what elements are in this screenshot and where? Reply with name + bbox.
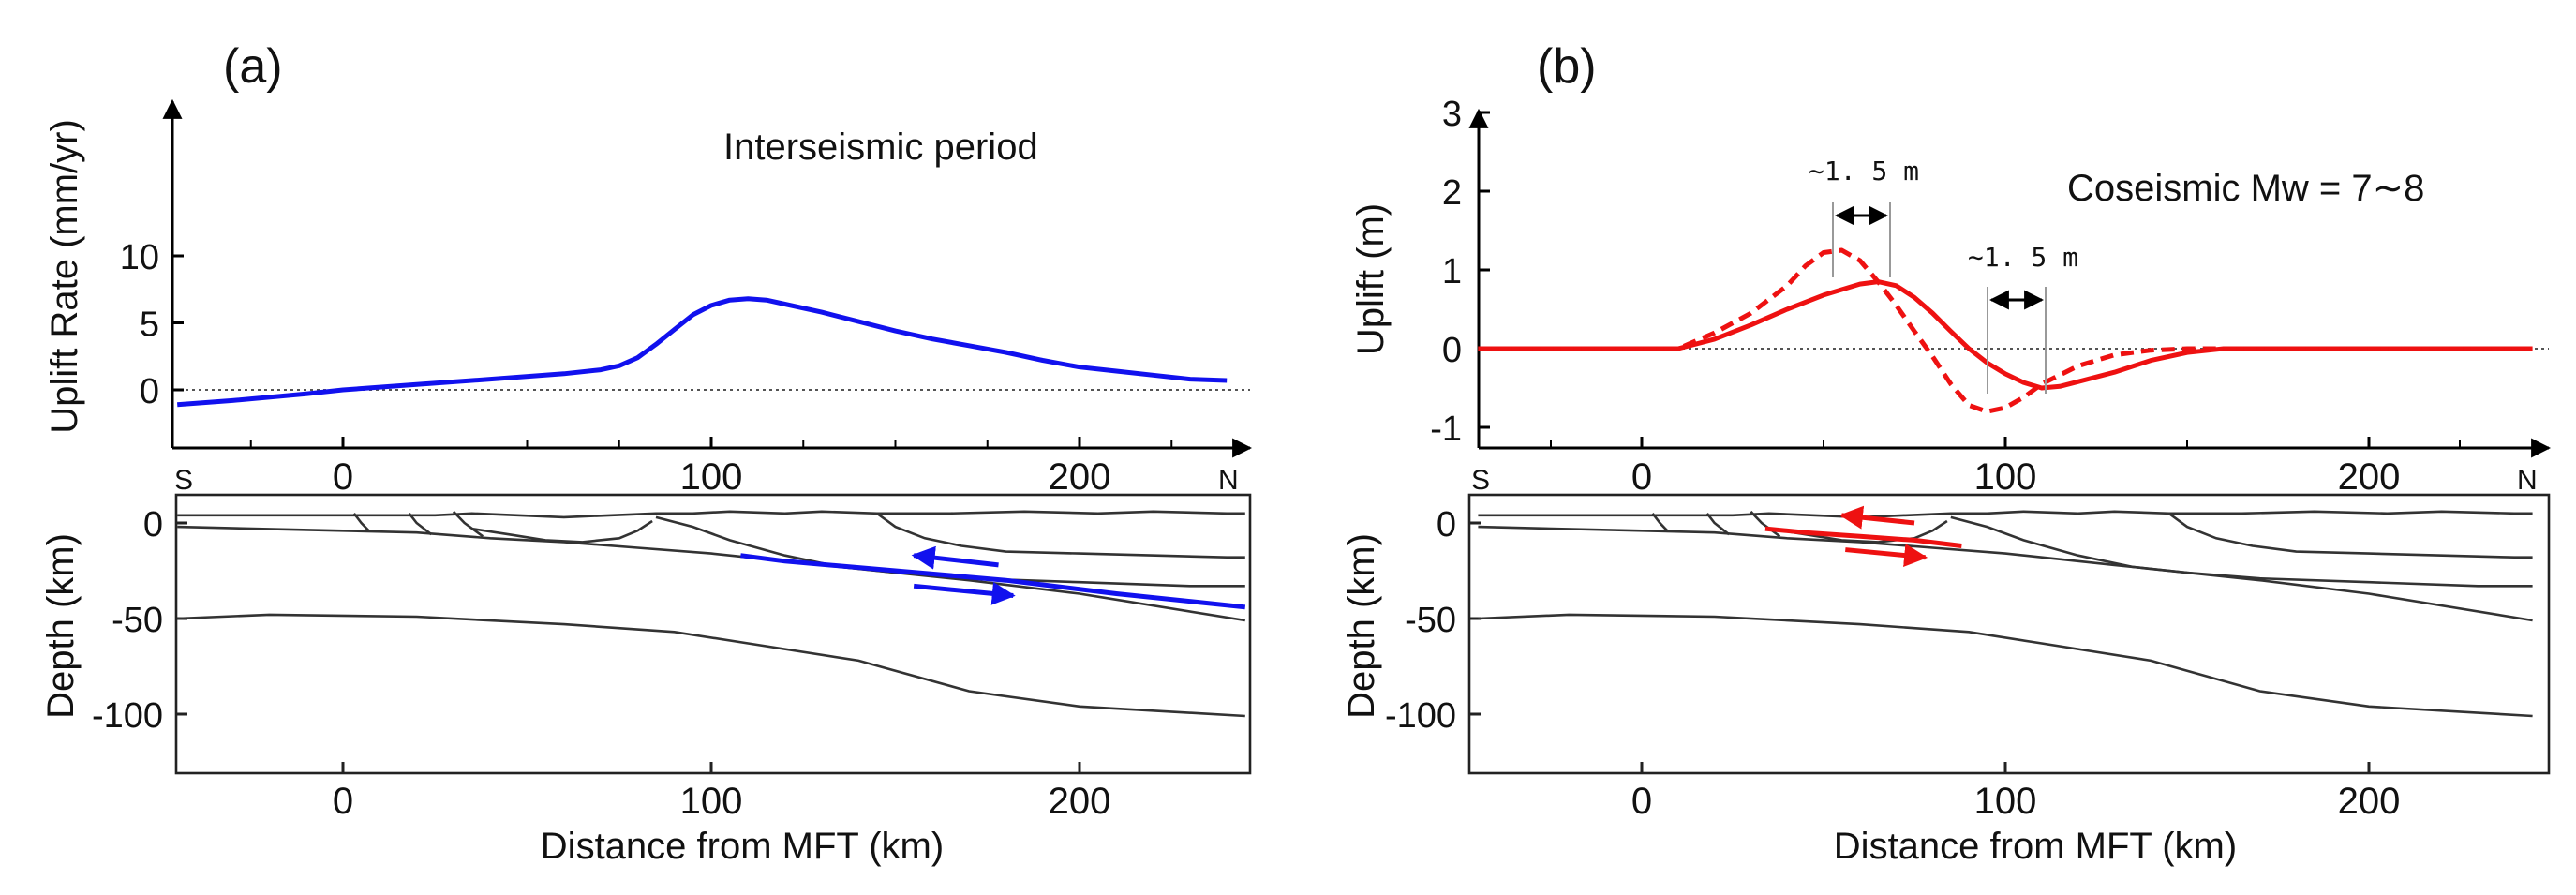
structure-line-a-2 bbox=[177, 613, 1245, 718]
depth-ticks-a: 0 -50 -100 bbox=[92, 505, 187, 736]
y-tick-label-b-3: 0 bbox=[1442, 331, 1462, 370]
x-tick-label-a-0: 0 bbox=[333, 456, 353, 498]
depth-tick-label-a-0: 0 bbox=[143, 505, 163, 544]
distance-ticks-b: 0 100 200 bbox=[1631, 762, 2401, 822]
distance-tick-label-b-1: 100 bbox=[1974, 781, 2037, 822]
structure-line-a-6 bbox=[408, 513, 433, 536]
y-axis-label-b: Uplift (m) bbox=[1350, 203, 1392, 355]
structure-line-a-5 bbox=[352, 513, 370, 532]
y-tick-label-b-0: 3 bbox=[1442, 95, 1462, 134]
coseismic-uplift-series bbox=[1478, 247, 2533, 414]
structure-line-b-7 bbox=[1750, 510, 1781, 538]
slip-arrow-upper-a bbox=[911, 545, 999, 570]
structure-lines-b bbox=[1478, 510, 2533, 718]
distance-tick-label-b-2: 200 bbox=[2338, 781, 2401, 822]
y-tick-label-a-0: 10 bbox=[120, 238, 159, 277]
south-label-b: S bbox=[1471, 465, 1490, 496]
coseismic-uplift-dashed-line bbox=[1478, 247, 2533, 414]
coseismic-uplift-solid-line bbox=[1478, 279, 2533, 391]
depth-tick-label-a-2: -100 bbox=[92, 696, 163, 736]
depth-tick-label-b-2: -100 bbox=[1385, 696, 1456, 736]
cross-section-frame-b bbox=[1467, 493, 2551, 775]
x-ticks-a: 0 100 200 bbox=[249, 437, 1173, 498]
interseismic-fault-segment bbox=[740, 553, 1246, 610]
uplift-chart-a: Uplift Rate (mm/yr) 10 5 0 0 100 200 S N bbox=[44, 98, 1253, 498]
x-axis-label-a: Distance from MFT (km) bbox=[541, 826, 944, 867]
y-tick-label-b-4: -1 bbox=[1430, 410, 1462, 449]
slip-arrow-upper-b bbox=[1839, 505, 1915, 530]
shift-indicator-2: ∼1. 5 m bbox=[1968, 242, 2078, 394]
x-tick-label-a-2: 200 bbox=[1049, 456, 1111, 498]
slip-arrow-lower-b bbox=[1845, 544, 1928, 568]
y-axis-label-a: Uplift Rate (mm/yr) bbox=[44, 119, 85, 434]
structure-line-a-7 bbox=[452, 510, 484, 538]
y-tick-label-b-1: 2 bbox=[1442, 173, 1462, 213]
depth-axis-label-a: Depth (km) bbox=[40, 533, 82, 719]
x-ticks-b: 0 100 200 bbox=[1550, 437, 2461, 498]
cross-section-frame-a bbox=[174, 493, 1252, 775]
x-tick-label-b-0: 0 bbox=[1631, 456, 1652, 498]
depth-tick-label-a-1: -50 bbox=[112, 601, 163, 640]
distance-tick-label-a-2: 200 bbox=[1049, 781, 1111, 822]
structure-line-a-4 bbox=[876, 512, 1245, 559]
interseismic-uplift-line bbox=[177, 296, 1228, 408]
depth-tick-label-b-0: 0 bbox=[1437, 505, 1456, 544]
y-tick-label-a-2: 0 bbox=[140, 372, 159, 411]
x-axis-label-b: Distance from MFT (km) bbox=[1834, 826, 2237, 867]
distance-tick-label-b-0: 0 bbox=[1631, 781, 1652, 822]
slip-arrow-lower-a bbox=[913, 581, 1016, 605]
structure-lines-a bbox=[177, 510, 1246, 718]
x-tick-label-a-1: 100 bbox=[680, 456, 743, 498]
structure-line-b-6 bbox=[1705, 513, 1730, 536]
uplift-chart-b: Uplift (m) 3 2 1 0 -1 0 100 200 S N ∼1. 5 m ∼1… bbox=[1350, 95, 2552, 498]
coseismic-fault-segment bbox=[1764, 526, 1962, 548]
structure-line-a-1 bbox=[177, 525, 1246, 622]
structure-line-b-4 bbox=[2167, 512, 2533, 559]
structure-line-b-2 bbox=[1478, 613, 2533, 718]
y-tick-label-b-2: 1 bbox=[1442, 252, 1462, 291]
north-label-a: N bbox=[1218, 465, 1239, 496]
y-ticks-b: 3 2 1 0 -1 bbox=[1430, 95, 1490, 449]
cross-section-b: Depth (km) 0 -50 -100 0 100 200 Distance fro… bbox=[1341, 493, 2551, 867]
distance-tick-label-a-0: 0 bbox=[333, 781, 353, 822]
structure-line-b-0 bbox=[1478, 510, 2533, 519]
shift-label-2: ∼1. 5 m bbox=[1968, 242, 2078, 273]
south-label-a: S bbox=[174, 465, 193, 496]
depth-tick-label-b-1: -50 bbox=[1405, 601, 1456, 640]
cross-section-a: Depth (km) 0 -50 -100 0 100 200 Distance fro… bbox=[40, 493, 1252, 867]
distance-ticks-a: 0 100 200 bbox=[333, 762, 1111, 822]
structure-line-b-1 bbox=[1478, 525, 2533, 622]
panel-label-a: (a) bbox=[223, 39, 283, 94]
panel-a: (a) Interseismic period Uplift Rate (mm/… bbox=[40, 39, 1253, 867]
x-tick-label-b-1: 100 bbox=[1974, 456, 2037, 498]
depth-axis-label-b: Depth (km) bbox=[1341, 533, 1382, 719]
panel-label-b: (b) bbox=[1537, 39, 1597, 94]
y-ticks-a: 10 5 0 bbox=[120, 238, 184, 411]
depth-ticks-b: 0 -50 -100 bbox=[1385, 505, 1481, 736]
shift-indicator-1: ∼1. 5 m bbox=[1809, 156, 1919, 277]
panel-b: (b) Coseismic Mw = 7∼8 Uplift (m) 3 2 1 0 -1… bbox=[1341, 39, 2552, 867]
structure-line-a-8 bbox=[471, 519, 653, 544]
north-label-b: N bbox=[2517, 465, 2538, 496]
x-tick-label-b-2: 200 bbox=[2338, 456, 2401, 498]
structure-line-b-3 bbox=[1950, 515, 2533, 588]
distance-tick-label-a-1: 100 bbox=[680, 781, 743, 822]
structure-line-a-0 bbox=[177, 510, 1245, 519]
y-tick-label-a-1: 5 bbox=[140, 306, 159, 345]
interseismic-uplift-series bbox=[177, 296, 1228, 408]
annotation-interseismic: Interseismic period bbox=[723, 127, 1038, 168]
structure-line-b-5 bbox=[1651, 513, 1669, 532]
shift-label-1: ∼1. 5 m bbox=[1809, 156, 1919, 186]
annotation-coseismic: Coseismic Mw = 7∼8 bbox=[2067, 168, 2424, 209]
